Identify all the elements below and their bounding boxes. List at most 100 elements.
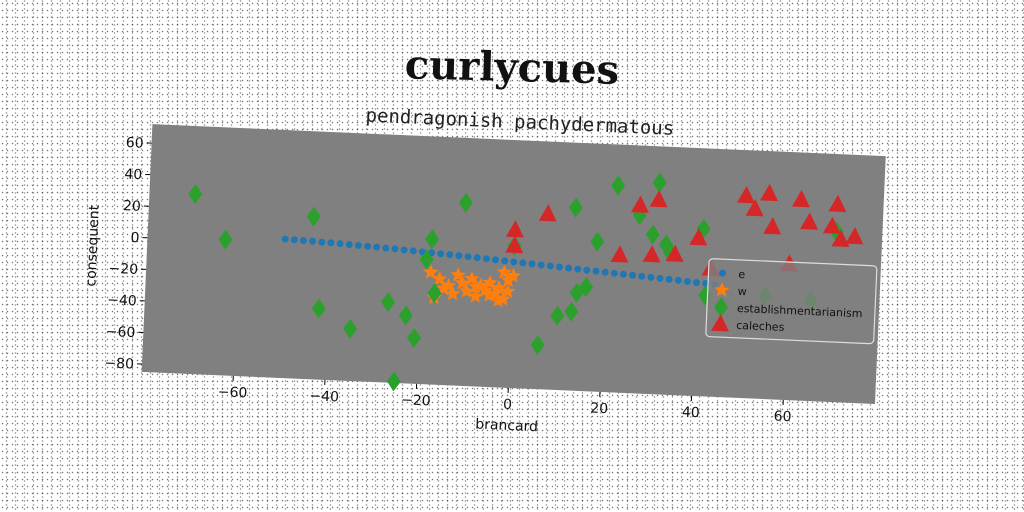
data-point [519, 259, 527, 267]
data-point [845, 227, 864, 245]
data-point [601, 268, 609, 276]
data-point [674, 276, 682, 284]
legend-marker [718, 269, 726, 277]
data-point [482, 255, 490, 263]
data-point [647, 273, 655, 281]
y-tick-label: −60 [105, 324, 135, 341]
data-point [299, 236, 307, 244]
data-point [386, 371, 401, 392]
data-point [638, 272, 646, 280]
x-tick-label: 40 [682, 405, 701, 422]
data-point [611, 175, 626, 196]
y-axis: 60 40 20 0 −20 −40 −60 −80 [104, 135, 152, 373]
data-point [579, 276, 594, 297]
data-point [423, 264, 439, 279]
series-0 [281, 235, 719, 289]
data-point [336, 240, 344, 248]
data-point [454, 275, 471, 290]
data-point [546, 262, 554, 270]
data-point [364, 242, 372, 250]
data-point [354, 241, 362, 249]
data-point [505, 235, 524, 254]
data-point [311, 298, 326, 319]
legend-marker [714, 297, 729, 318]
x-tick-label: 60 [773, 409, 792, 426]
data-point [642, 245, 661, 263]
data-point [490, 292, 506, 308]
data-point [391, 245, 399, 253]
data-point [500, 283, 516, 299]
data-point [468, 288, 484, 304]
data-point [218, 229, 233, 250]
data-point [565, 264, 573, 272]
data-point [450, 267, 466, 282]
data-point [343, 318, 358, 339]
data-point [629, 271, 637, 279]
data-marks [188, 172, 864, 392]
data-point [505, 220, 524, 238]
data-point [564, 301, 579, 322]
data-point [309, 237, 317, 245]
data-point [665, 275, 673, 283]
legend-label: e [738, 268, 746, 281]
data-point [381, 292, 396, 313]
y-tick-label: −40 [107, 292, 137, 309]
data-point [491, 279, 507, 295]
data-point [610, 269, 618, 277]
data-point [500, 272, 517, 288]
data-point [345, 241, 353, 249]
data-point [382, 244, 390, 252]
data-point [550, 305, 565, 326]
x-tick-label: 20 [590, 401, 609, 418]
data-point [831, 229, 850, 247]
y-tick-label: −80 [104, 355, 134, 372]
data-point [800, 212, 819, 230]
data-point [398, 305, 413, 326]
data-point [630, 195, 649, 213]
data-point [473, 254, 481, 262]
data-point [290, 236, 298, 244]
data-point [791, 189, 810, 208]
plot-group: 60 40 20 0 −20 −40 −60 −80 −60 −40 −20 0 20 40 60 bra… [83, 104, 886, 436]
x-tick-label: −20 [401, 392, 431, 409]
x-axis-label: brancard [475, 417, 538, 436]
data-point [459, 283, 475, 298]
data-point [619, 270, 627, 278]
x-axis: −60 −40 −20 0 20 40 60 [217, 375, 792, 425]
data-point [592, 267, 600, 275]
legend-marker [714, 282, 730, 297]
data-point [492, 256, 500, 264]
y-tick-label: 0 [130, 230, 140, 246]
data-point [574, 265, 582, 273]
data-point [645, 224, 660, 245]
y-tick-label: 20 [123, 198, 142, 215]
legend-marker [710, 314, 729, 332]
legend-label: establishmentarianism [737, 302, 863, 320]
data-point [530, 334, 545, 355]
data-point [590, 231, 605, 252]
data-point [446, 251, 454, 259]
data-point [419, 249, 434, 270]
data-point [318, 238, 326, 246]
data-point [373, 243, 381, 251]
data-point [501, 257, 509, 265]
data-point [763, 217, 782, 235]
x-tick-label: −60 [217, 384, 247, 401]
data-point [425, 229, 440, 250]
data-point [745, 198, 764, 217]
data-point [505, 267, 521, 283]
data-point [568, 197, 583, 218]
data-point [736, 185, 755, 204]
data-point [537, 261, 545, 269]
y-tick-label: 60 [125, 135, 144, 152]
data-point [464, 270, 480, 286]
legend-box [705, 258, 878, 345]
data-point [649, 190, 668, 208]
data-point [432, 271, 448, 286]
data-point [689, 228, 708, 246]
data-point [407, 327, 422, 348]
data-point [458, 192, 473, 213]
y-axis-label: consequent [83, 204, 103, 287]
data-point [828, 194, 847, 213]
